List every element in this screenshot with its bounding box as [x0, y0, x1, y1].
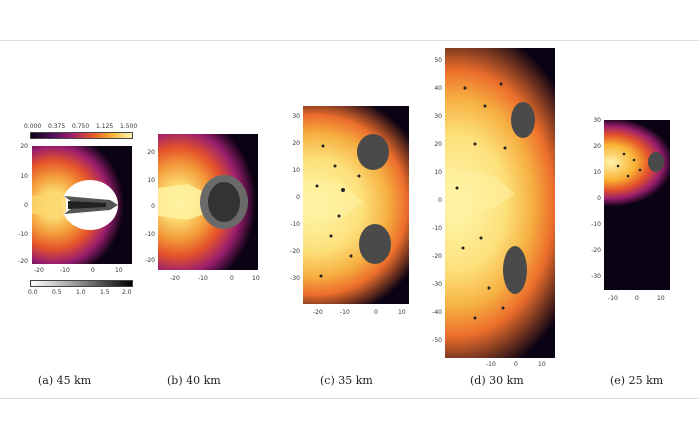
- colorbar-density-tick: 0.750: [72, 123, 90, 130]
- y-tick: -10: [18, 231, 28, 238]
- y-tick: -20: [591, 247, 601, 254]
- colorbar-gray-tick: 0.5: [52, 289, 62, 296]
- debris-cloud: [648, 152, 664, 172]
- x-tick: -10: [608, 295, 618, 302]
- debris-core: [208, 182, 240, 222]
- top-rule: [0, 40, 699, 41]
- plot-d: [445, 48, 555, 358]
- y-tick: -50: [432, 337, 442, 344]
- x-tick: 10: [657, 295, 665, 302]
- x-tick: -20: [34, 267, 44, 274]
- colorbar-density-tick: 0.000: [24, 123, 42, 130]
- y-tick: 10: [20, 173, 28, 180]
- wake: [445, 168, 515, 216]
- y-tick: -30: [591, 273, 601, 280]
- plot-a: [32, 146, 132, 264]
- caption-a: (a) 45 km: [38, 374, 92, 387]
- y-tick: 0: [151, 203, 155, 210]
- debris-upper: [511, 102, 535, 138]
- y-tick: 0: [597, 195, 601, 202]
- y-tick: 10: [292, 167, 300, 174]
- x-tick: -10: [198, 275, 208, 282]
- x-tick: 10: [115, 267, 123, 274]
- y-tick: 50: [434, 57, 442, 64]
- y-tick: 10: [593, 169, 601, 176]
- colorbar-gray-tick: 0.0: [28, 289, 38, 296]
- bottom-rule: [0, 398, 699, 399]
- y-tick: 20: [147, 149, 155, 156]
- y-tick: 0: [24, 202, 28, 209]
- plot-d-svg: [445, 82, 535, 320]
- plot-c-svg: [303, 134, 391, 278]
- y-tick: 40: [434, 85, 442, 92]
- x-tick: 10: [252, 275, 260, 282]
- y-tick: -10: [432, 225, 442, 232]
- x-tick: 10: [538, 361, 546, 368]
- colorbar-gray-tick: 1.5: [100, 289, 110, 296]
- y-tick: -10: [145, 231, 155, 238]
- wake: [303, 178, 363, 224]
- x-tick: 0: [514, 361, 518, 368]
- caption-d: (d) 30 km: [470, 374, 524, 387]
- x-tick: -20: [313, 309, 323, 316]
- y-tick: -30: [290, 275, 300, 282]
- plot-c: [303, 106, 409, 304]
- x-tick: 0: [230, 275, 234, 282]
- debris-upper: [357, 134, 389, 170]
- colorbar-density: [30, 132, 133, 139]
- colorbar-density-tick: 1.125: [96, 123, 114, 130]
- x-tick: 0: [91, 267, 95, 274]
- y-tick: 10: [147, 177, 155, 184]
- x-tick: -10: [60, 267, 70, 274]
- colorbar-gray-tick: 2.0: [122, 289, 132, 296]
- y-tick: -30: [432, 281, 442, 288]
- plot-e: [604, 120, 670, 290]
- plot-a-svg: [32, 180, 118, 230]
- y-tick: -20: [145, 257, 155, 264]
- y-tick: 20: [434, 141, 442, 148]
- y-tick: -10: [591, 221, 601, 228]
- colorbar-density-tick: 1.500: [120, 123, 138, 130]
- y-tick: 20: [20, 143, 28, 150]
- caption-e: (e) 25 km: [610, 374, 664, 387]
- x-tick: -10: [340, 309, 350, 316]
- y-tick: 30: [434, 113, 442, 120]
- x-tick: 10: [398, 309, 406, 316]
- plot-b-svg: [158, 175, 248, 229]
- caption-b: (b) 40 km: [167, 374, 221, 387]
- y-tick: -20: [432, 253, 442, 260]
- debris-specks: [616, 152, 642, 178]
- x-tick: -20: [170, 275, 180, 282]
- debris-core: [68, 201, 106, 209]
- plot-e-svg: [616, 152, 664, 178]
- y-tick: 20: [292, 140, 300, 147]
- y-tick: 0: [438, 197, 442, 204]
- debris-specks: [455, 82, 507, 320]
- y-tick: 30: [593, 117, 601, 124]
- y-tick: -20: [18, 258, 28, 265]
- x-tick: 0: [374, 309, 378, 316]
- y-tick: 10: [434, 169, 442, 176]
- wake: [158, 184, 204, 220]
- colorbar-gray: [30, 280, 133, 287]
- debris-specks: [315, 144, 361, 278]
- y-tick: 20: [593, 143, 601, 150]
- x-tick: 0: [635, 295, 639, 302]
- colorbar-gray-tick: 1.0: [76, 289, 86, 296]
- y-tick: -40: [432, 309, 442, 316]
- plot-b: [158, 134, 258, 270]
- y-tick: 30: [292, 113, 300, 120]
- debris-lower: [503, 246, 527, 294]
- wake: [32, 194, 66, 216]
- y-tick: 0: [296, 194, 300, 201]
- debris-lower: [359, 224, 391, 264]
- y-tick: -20: [290, 248, 300, 255]
- x-tick: -10: [486, 361, 496, 368]
- y-tick: -10: [290, 221, 300, 228]
- colorbar-density-tick: 0.375: [48, 123, 66, 130]
- caption-c: (c) 35 km: [320, 374, 373, 387]
